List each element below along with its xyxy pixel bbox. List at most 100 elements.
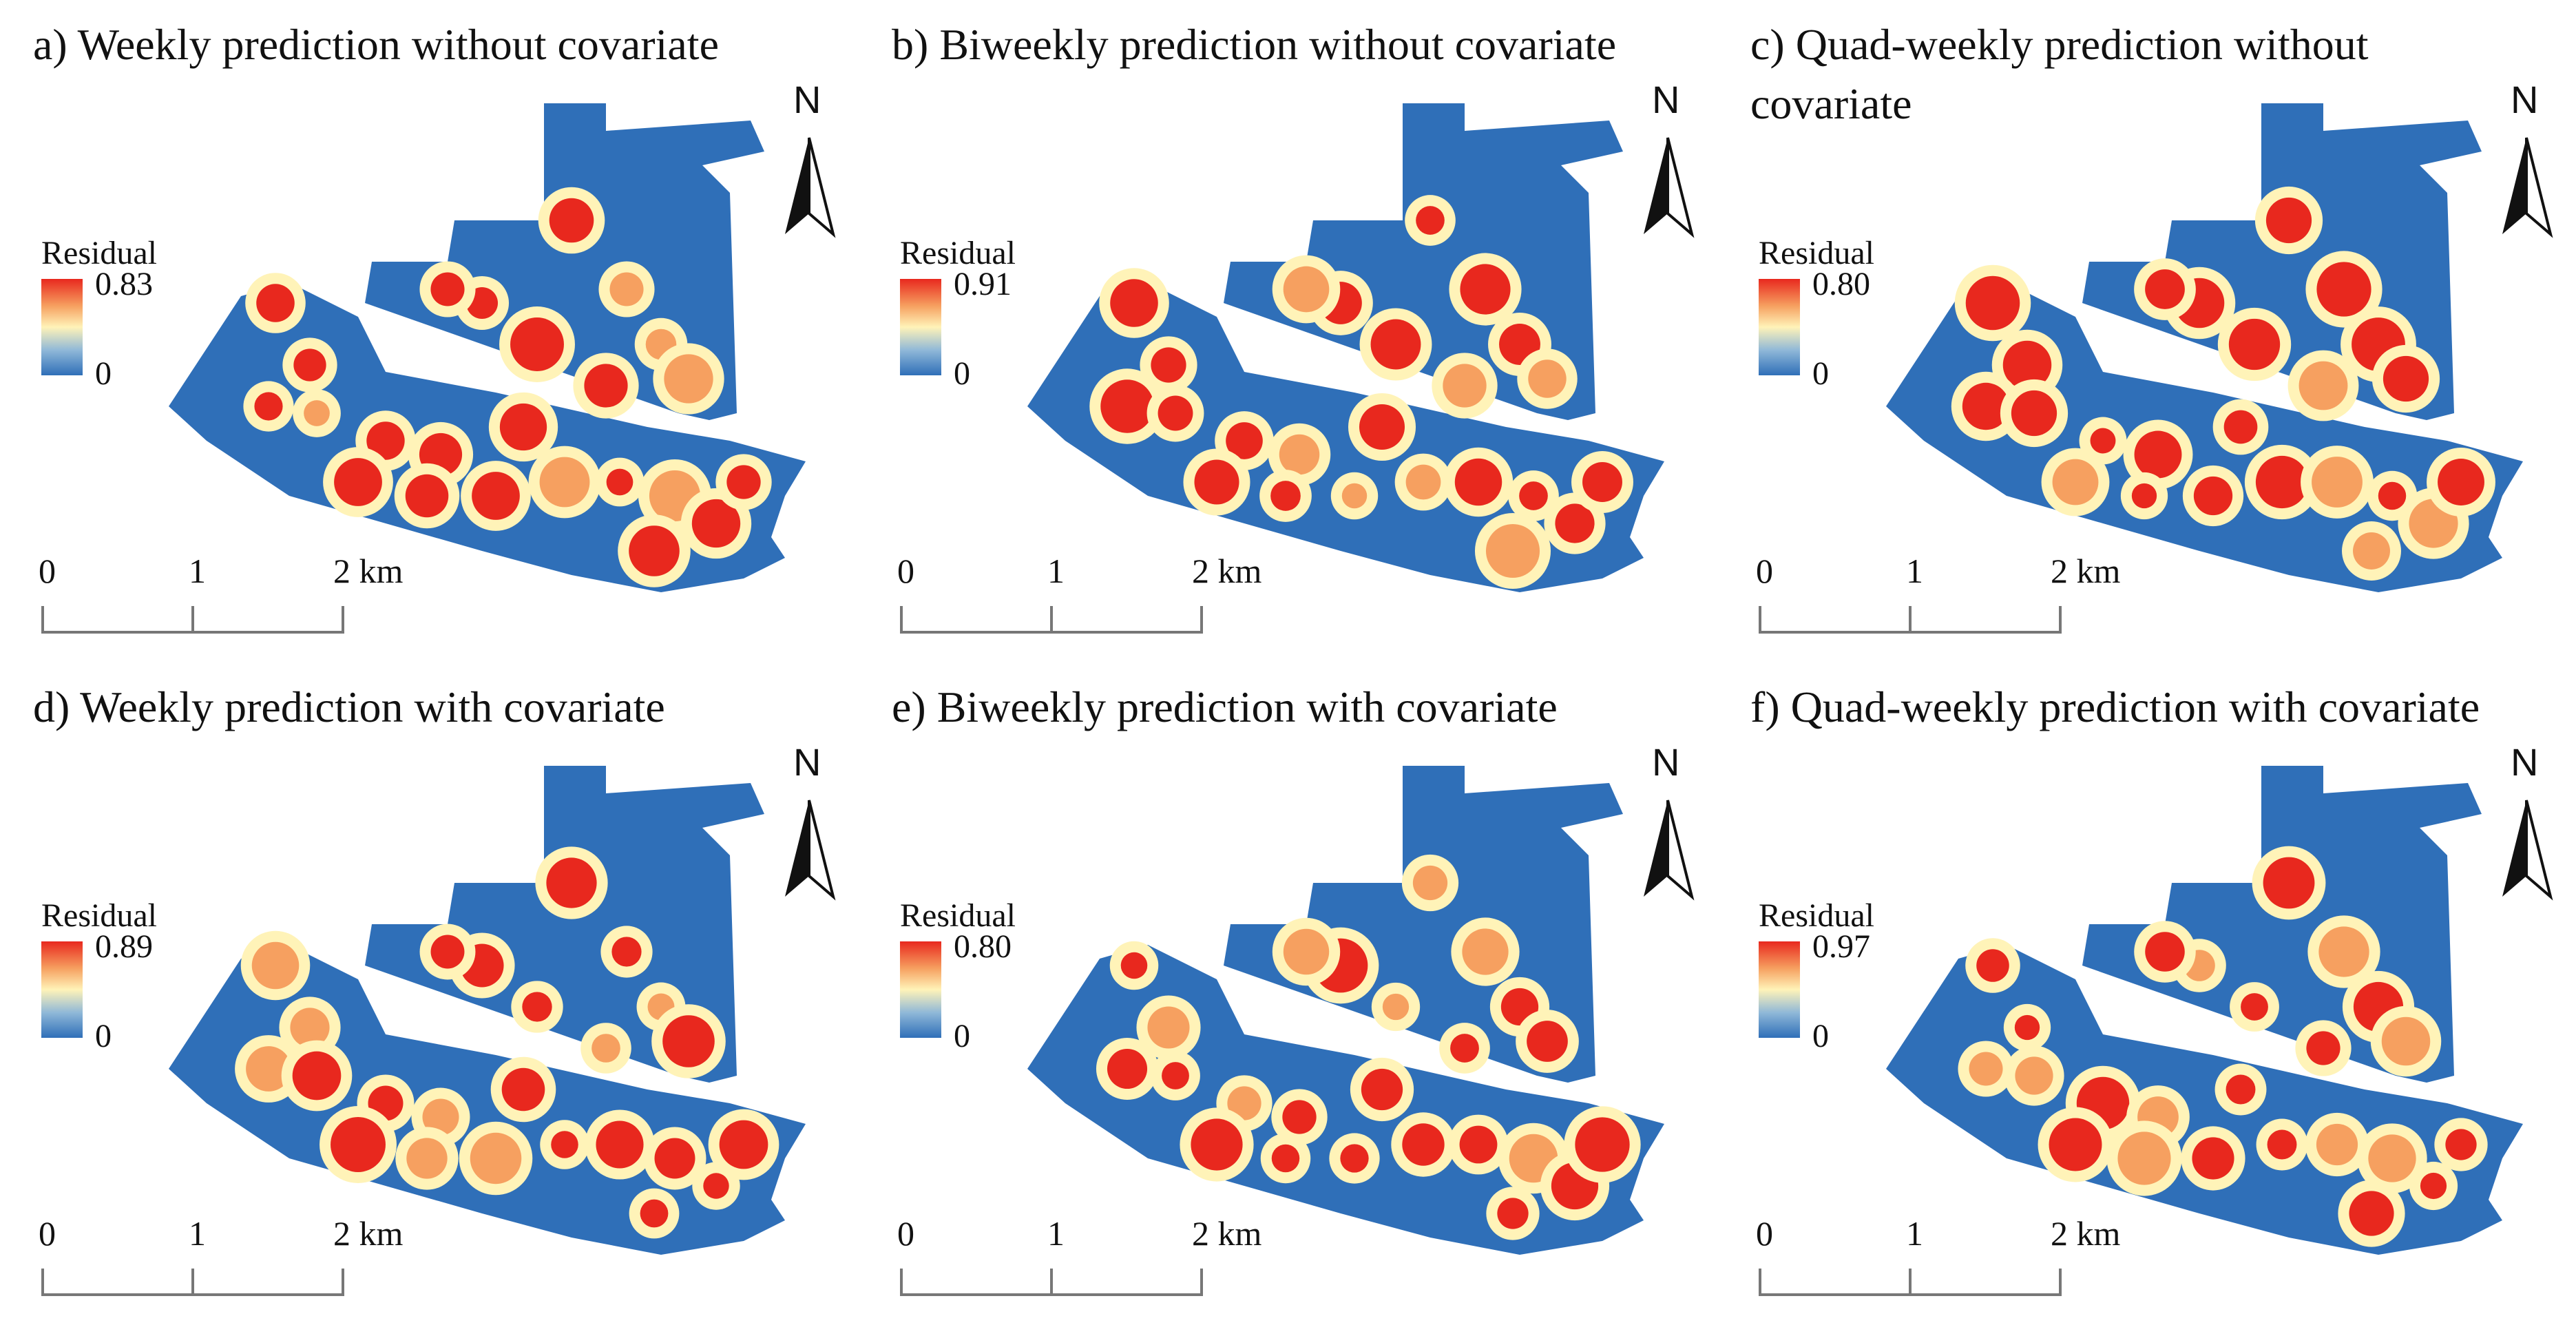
scale-label-1: 1: [1047, 552, 1065, 590]
legend-max: 0.83: [95, 266, 153, 302]
scale-bar: [41, 606, 344, 634]
legend-title: Residual: [1759, 235, 1874, 271]
panel-title: c) Quad-weekly prediction without covari…: [1750, 20, 2369, 128]
scale-label-0: 0: [1756, 1214, 1773, 1253]
residual-hotspot: [1969, 1052, 2003, 1086]
residual-map: [1886, 766, 2523, 1255]
north-label: N: [793, 740, 821, 784]
north-arrow-icon: [1644, 137, 1695, 238]
residual-hotspot: [2049, 1118, 2102, 1171]
legend-min: 0: [95, 1018, 112, 1054]
residual-hotspots: [1951, 186, 2495, 581]
residual-hotspot: [2226, 1074, 2256, 1105]
residual-hotspot: [251, 941, 300, 990]
residual-map: [1027, 103, 1664, 592]
residual-hotspot: [1226, 422, 1263, 459]
residual-hotspot: [1519, 481, 1548, 510]
residual-hotspot: [1151, 347, 1186, 383]
residual-hotspots: [1096, 854, 1641, 1240]
residual-hotspot: [1485, 523, 1540, 578]
north-arrow-icon: [2502, 800, 2553, 901]
scale-label-1: 1: [1906, 552, 1923, 590]
residual-hotspot: [654, 1138, 695, 1179]
residual-hotspot: [2193, 476, 2233, 516]
residual-hotspot: [1582, 462, 1622, 502]
residual-hotspot: [1283, 266, 1330, 313]
residual-hotspot: [1120, 952, 1148, 979]
residual-hotspot: [1382, 993, 1410, 1021]
residual-hotspot: [726, 465, 761, 499]
residual-hotspot: [1462, 928, 1509, 975]
residual-hotspot: [1341, 483, 1368, 509]
residual-hotspot: [1191, 1118, 1243, 1171]
residual-hotspot: [2420, 1172, 2447, 1200]
residual-hotspot: [2378, 481, 2407, 510]
legend-color-bar: [41, 279, 83, 375]
legend-min: 0: [1812, 1018, 1829, 1054]
residual-hotspot: [254, 392, 283, 421]
residual-hotspot: [2255, 455, 2309, 509]
residual-hotspot: [499, 403, 547, 451]
residual-hotspot: [2267, 1129, 2297, 1160]
residual-hotspot: [591, 1034, 620, 1063]
panel-title: a) Weekly prediction without covariate: [33, 20, 719, 69]
legend-title: Residual: [41, 235, 157, 271]
residual-hotspot: [2381, 1016, 2431, 1066]
map-panel-c: c) Quad-weekly prediction without covari…: [1717, 0, 2576, 662]
north-label: N: [1652, 740, 1680, 784]
residual-hotspot: [2052, 459, 2099, 505]
north-label: N: [2511, 740, 2539, 784]
legend-title: Residual: [1759, 897, 1874, 934]
residual-hotspot: [609, 272, 644, 306]
residual-hotspot: [1459, 1125, 1498, 1164]
residual-hotspot: [1405, 464, 1441, 500]
scale-bar: [1759, 606, 2062, 634]
legend-min: 0: [95, 355, 112, 392]
residual-hotspot: [1107, 1048, 1148, 1089]
legend-color-bar: [900, 279, 941, 375]
scale-bar: [1759, 1269, 2062, 1296]
scale-label-0: 0: [1756, 552, 1773, 590]
scale-label-2: 2 km: [1192, 1214, 1262, 1253]
scale-bar: [900, 606, 1203, 634]
residual-hotspot: [1412, 865, 1448, 901]
legend-color-bar: [900, 941, 941, 1038]
residual-hotspot: [640, 1199, 669, 1228]
residual-hotspot: [1194, 459, 1239, 505]
residual-hotspot: [1361, 1068, 1403, 1111]
legend-color-bar: [1759, 279, 1800, 375]
residual-hotspot: [1158, 395, 1193, 431]
residual-hotspot: [546, 857, 597, 908]
map-panel-f: f) Quad-weekly prediction with covariate…: [1717, 662, 2576, 1325]
scale-label-1: 1: [189, 1214, 206, 1253]
residual-hotspot: [2263, 857, 2315, 909]
residual-hotspot: [1460, 264, 1511, 315]
residual-hotspot: [2316, 262, 2371, 317]
residual-hotspot: [2011, 390, 2057, 437]
residual-hotspot: [719, 1120, 768, 1169]
residual-hotspot: [1450, 1034, 1479, 1063]
residual-hotspot: [290, 1008, 330, 1047]
residual-hotspot: [1283, 928, 1330, 975]
residual-hotspot: [611, 937, 642, 967]
residual-hotspot: [1454, 458, 1502, 506]
residual-hotspot: [1443, 364, 1487, 408]
residual-hotspot: [510, 317, 564, 371]
residual-hotspot: [405, 474, 449, 518]
legend-max: 0.97: [1812, 928, 1870, 965]
map-panel-d: d) Weekly prediction with covariate Resi…: [0, 662, 859, 1325]
residual-hotspot: [2117, 1131, 2171, 1185]
scale-label-1: 1: [189, 552, 206, 590]
residual-hotspot: [1147, 1006, 1190, 1049]
legend-color-bar: [41, 941, 83, 1038]
residual-hotspot: [1279, 434, 1320, 475]
residual-hotspot: [1282, 1100, 1317, 1134]
residual-hotspot: [2090, 428, 2116, 454]
residual-hotspot: [2134, 430, 2182, 479]
residual-hotspot: [246, 1046, 291, 1092]
residual-map: [1027, 766, 1664, 1255]
scale-label-0: 0: [897, 1214, 914, 1253]
residual-hotspot: [472, 472, 520, 520]
residual-hotspot: [2002, 340, 2052, 390]
residual-hotspot: [334, 458, 382, 506]
